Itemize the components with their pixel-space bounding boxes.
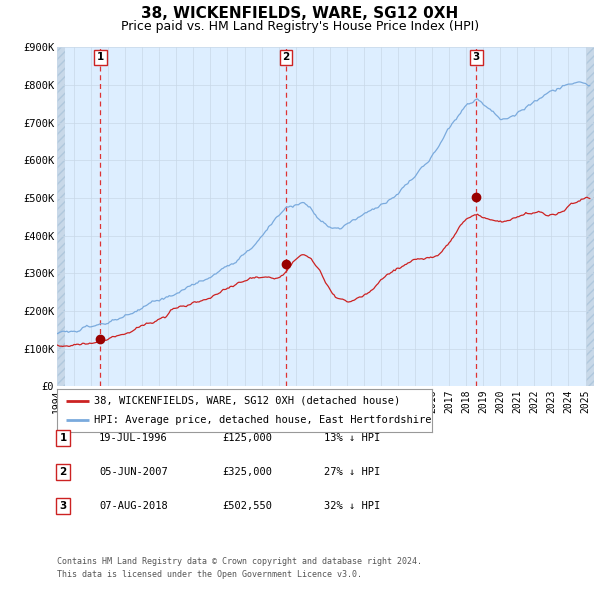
Text: 38, WICKENFIELDS, WARE, SG12 0XH: 38, WICKENFIELDS, WARE, SG12 0XH (142, 6, 458, 21)
Text: Contains HM Land Registry data © Crown copyright and database right 2024.: Contains HM Land Registry data © Crown c… (57, 558, 422, 566)
Text: £125,000: £125,000 (222, 433, 272, 442)
Text: 3: 3 (473, 53, 480, 63)
Text: 13% ↓ HPI: 13% ↓ HPI (324, 433, 380, 442)
Text: 19-JUL-1996: 19-JUL-1996 (99, 433, 168, 442)
Text: £502,550: £502,550 (222, 502, 272, 511)
Text: This data is licensed under the Open Government Licence v3.0.: This data is licensed under the Open Gov… (57, 571, 362, 579)
Text: 1: 1 (97, 53, 104, 63)
Text: Price paid vs. HM Land Registry's House Price Index (HPI): Price paid vs. HM Land Registry's House … (121, 20, 479, 33)
Text: 07-AUG-2018: 07-AUG-2018 (99, 502, 168, 511)
Text: 27% ↓ HPI: 27% ↓ HPI (324, 467, 380, 477)
Bar (586, 47, 594, 386)
Text: HPI: Average price, detached house, East Hertfordshire: HPI: Average price, detached house, East… (95, 415, 432, 425)
Text: 38, WICKENFIELDS, WARE, SG12 0XH (detached house): 38, WICKENFIELDS, WARE, SG12 0XH (detach… (95, 396, 401, 406)
Text: 2: 2 (59, 467, 67, 477)
Text: 2: 2 (282, 53, 289, 63)
Text: £325,000: £325,000 (222, 467, 272, 477)
Text: 32% ↓ HPI: 32% ↓ HPI (324, 502, 380, 511)
Text: 3: 3 (59, 502, 67, 511)
Text: 1: 1 (59, 433, 67, 442)
Text: 05-JUN-2007: 05-JUN-2007 (99, 467, 168, 477)
Bar (57, 47, 65, 386)
